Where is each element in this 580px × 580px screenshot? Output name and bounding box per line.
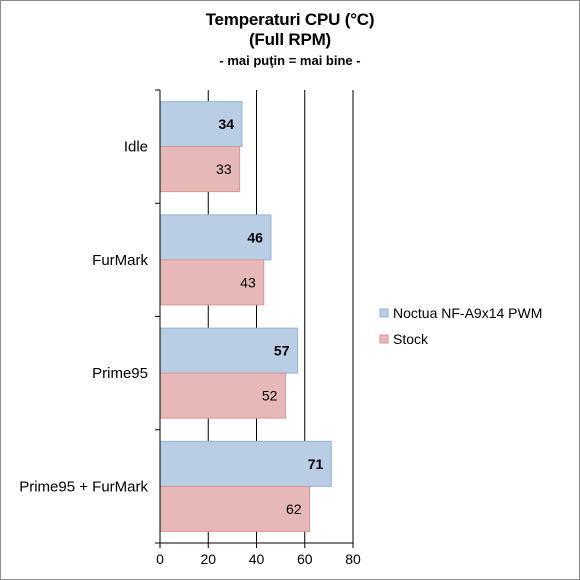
bar-stock-3 [159,485,311,532]
chart-title-line2: (Full RPM) [248,30,332,49]
data-label-stock-2: 52 [262,388,278,404]
data-label-noctua-1: 46 [247,229,263,245]
legend-swatch-stock [379,334,389,344]
category-label-1: FurMark [92,252,148,269]
data-label-stock-0: 33 [216,161,232,177]
axes [155,89,354,548]
bars [159,101,332,532]
x-tick-label-0: 0 [156,551,164,567]
bar-noctua-2 [159,327,299,374]
x-tick-label-40: 40 [249,551,265,567]
x-tick-label-60: 60 [297,551,313,567]
category-label-2: Prime95 [92,365,148,382]
x-tick-label-20: 20 [200,551,216,567]
data-label-noctua-2: 57 [274,343,290,359]
legend-label-stock: Stock [393,331,429,347]
chart-subtitle: - mai puţin = mai bine - [219,53,361,68]
legend-label-noctua: Noctua NF-A9x14 PWM [393,305,542,321]
category-label-3: Prime95 + FurMark [19,478,148,495]
data-label-stock-3: 62 [286,501,302,517]
x-tick-label-80: 80 [345,551,361,567]
data-label-noctua-0: 34 [218,116,234,132]
bar-noctua-3 [159,440,332,487]
legend-swatch-noctua [379,308,389,318]
chart-title-block: Temperaturi CPU (°C) (Full RPM) - mai pu… [0,10,580,70]
bar-stock-0 [159,146,241,193]
data-label-stock-1: 43 [240,274,256,290]
bar-stock-2 [159,372,286,419]
chart-title: Temperaturi CPU (°C) [205,10,375,29]
legend: Noctua NF-A9x14 PWM Stock [379,305,542,347]
labels: 34 33 Idle 46 43 FurMark 57 52 Prime95 71 62 Prime9… [19,116,361,567]
data-label-noctua-3: 71 [308,456,324,472]
category-label-0: Idle [124,139,148,156]
bar-stock-1 [159,259,265,306]
